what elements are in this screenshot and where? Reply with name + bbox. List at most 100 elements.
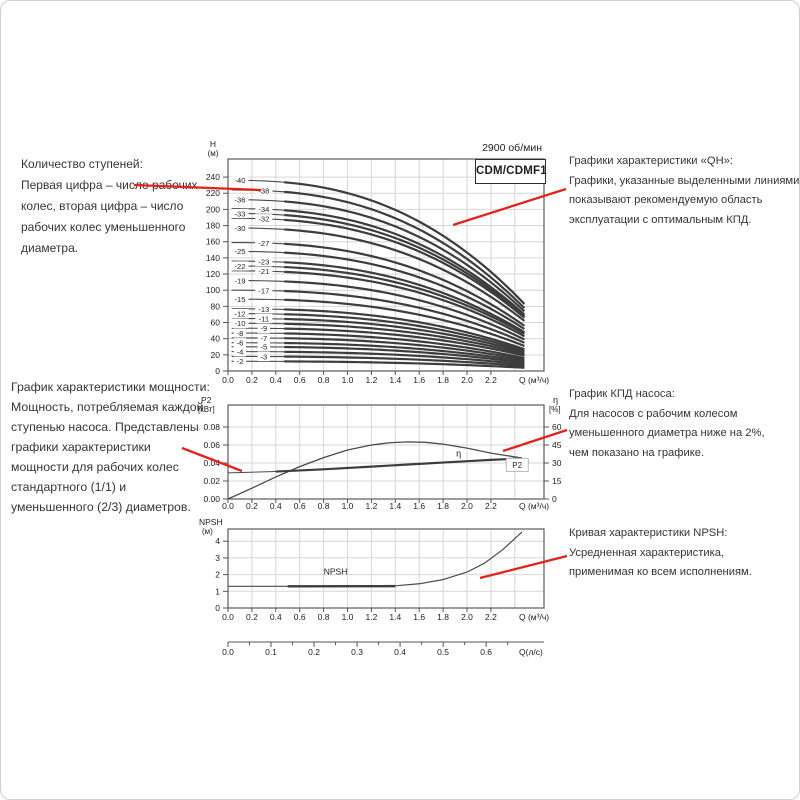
stage-label-box xyxy=(231,275,249,286)
y-tick-label: 0.04 xyxy=(203,458,220,468)
annotation-line: мощности для рабочих колес xyxy=(11,460,179,474)
curve-19-highlight xyxy=(284,280,525,341)
npsh-curve-label: NPSH xyxy=(324,566,348,576)
y-tick-label: 0 xyxy=(215,603,220,613)
x-tick-label: 1.6 xyxy=(413,375,425,385)
stage-label-box xyxy=(255,304,273,314)
curve-7-highlight xyxy=(284,337,525,361)
pump-model-badge: CDM/CDMF1 xyxy=(475,159,547,184)
y-tick-label: 220 xyxy=(206,188,220,198)
x-tick-label: 1.0 xyxy=(342,375,354,385)
lps-axis: 0.0 0.1 0.2 0.3 0.4 0.5 0.6 Q(л/с) xyxy=(222,641,544,657)
stage-label: -10 xyxy=(234,319,245,328)
stage-label: -11 xyxy=(259,314,269,323)
curve-9-highlight xyxy=(284,327,525,357)
stage-label-box xyxy=(255,214,273,224)
x-tick-label: 0.0 xyxy=(222,501,234,511)
annotation-line: Для насосов с рабочим колесом xyxy=(569,407,738,420)
curve-21-highlight xyxy=(284,270,525,338)
curve-30-highlight xyxy=(284,228,526,322)
x-tick-label: 1.8 xyxy=(437,612,449,622)
stage-label-box xyxy=(255,314,273,324)
annotation-stages: Количество ступеней: Первая цифра – числ… xyxy=(21,154,198,259)
stage-label: -2 xyxy=(237,357,244,366)
power-efficiency-chart: 0.00 0.02 0.04 0.06 0.08 0 15 30 45 60 P2 [кВт] η [%]… xyxy=(193,395,575,519)
x-tick-label: 0.0 xyxy=(222,375,234,385)
x-tick-label: 1.2 xyxy=(365,612,377,622)
y-tick-label: 0.08 xyxy=(203,422,220,432)
eta-curve xyxy=(227,441,523,500)
lps-axis-unit: Q(л/с) xyxy=(519,647,543,657)
stage-label: -19 xyxy=(234,276,245,285)
curve-33-highlight xyxy=(284,213,526,317)
x-axis-unit: Q (м³/ч) xyxy=(519,612,549,622)
stage-label-box xyxy=(231,309,249,319)
right-tick-label: 60 xyxy=(552,422,562,432)
lps-tick-label: 0.6 xyxy=(480,647,492,657)
curve-40-highlight xyxy=(284,181,526,305)
stage-label-box xyxy=(231,246,249,257)
stage-label-box xyxy=(255,256,273,267)
right-tick-label: 0 xyxy=(552,494,557,504)
x-tick-label: 2.0 xyxy=(461,375,473,385)
right-tick-label: 45 xyxy=(552,440,562,450)
y-tick-label: 240 xyxy=(206,172,220,182)
stage-label: -15 xyxy=(234,295,245,304)
x-tick-label: 0.6 xyxy=(294,501,306,511)
curve-4-highlight xyxy=(284,350,525,366)
y-tick-label: 0.02 xyxy=(203,476,220,486)
stage-label: -30 xyxy=(234,224,245,233)
y-axis: 0.00 0.02 0.04 0.06 0.08 xyxy=(203,422,228,504)
curve-38-highlight xyxy=(284,190,526,309)
x-tick-label: 1.4 xyxy=(389,375,401,385)
x-tick-label: 0.0 xyxy=(222,612,234,622)
stage-label: -4 xyxy=(237,347,244,356)
stage-label-box xyxy=(233,328,247,338)
y-tick-label: 0 xyxy=(215,366,220,376)
y-tick-label: 80 xyxy=(211,301,221,311)
x-tick-label: 0.6 xyxy=(294,612,306,622)
npsh-curve xyxy=(228,531,523,587)
y-axis-title: NPSH xyxy=(199,517,223,527)
x-tick-label: 0.2 xyxy=(246,612,258,622)
annotation-line: чем показано на графике. xyxy=(569,446,705,459)
curve-5-highlight xyxy=(284,345,525,365)
y-axis-title: [кВт] xyxy=(198,405,215,414)
right-axis: 0 15 30 45 60 xyxy=(544,422,562,504)
y-tick-label: 1 xyxy=(215,586,220,596)
stage-label-box xyxy=(231,223,249,233)
grid xyxy=(228,405,544,499)
y-tick-label: 200 xyxy=(206,204,220,214)
stage-label: -38 xyxy=(258,186,269,195)
right-axis-title: [%] xyxy=(549,405,561,414)
lps-tick-label: 0.2 xyxy=(308,647,320,657)
y-tick-label: 60 xyxy=(211,318,221,328)
grid xyxy=(228,529,544,608)
x-tick-label: 1.2 xyxy=(365,375,377,385)
x-tick-label: 0.8 xyxy=(318,375,330,385)
x-tick-label: 1.8 xyxy=(437,375,449,385)
stage-label: -17 xyxy=(258,286,269,295)
x-axis: 0.0 0.2 0.4 0.6 0.8 1.0 1.2 1.4 1.6 1.8 2.0 2.2 Q (м… xyxy=(222,371,549,385)
curve-17-highlight xyxy=(284,289,525,344)
y-axis-title: (м) xyxy=(202,527,213,536)
stage-label: -23 xyxy=(258,257,269,266)
stage-label: -7 xyxy=(260,334,267,343)
stage-label: -33 xyxy=(234,209,245,218)
stage-label: -3 xyxy=(260,352,267,361)
npsh-chart: 0 1 2 3 4 NPSH (м) 0.0 0.2 0.4 0.6 0.8 1.0 1.2 1.4 1.6 1… xyxy=(193,515,575,667)
annotation-line: эксплуатации с оптимальным КПД. xyxy=(569,213,752,226)
curve-22-highlight xyxy=(284,265,525,335)
annotation-line: показывают рекомендуемую область xyxy=(569,194,763,206)
curve-6-highlight xyxy=(284,341,525,363)
lps-tick-label: 0.1 xyxy=(265,647,277,657)
y-tick-label: 120 xyxy=(206,269,220,279)
stage-label: -12 xyxy=(234,309,245,318)
curve-3-highlight xyxy=(284,355,525,368)
y-axis-title: P2 xyxy=(201,395,212,405)
right-tick-label: 15 xyxy=(552,476,562,486)
stage-label: -6 xyxy=(237,339,244,348)
x-tick-label: 0.2 xyxy=(246,501,258,511)
lps-tick-label: 0.3 xyxy=(351,647,363,657)
